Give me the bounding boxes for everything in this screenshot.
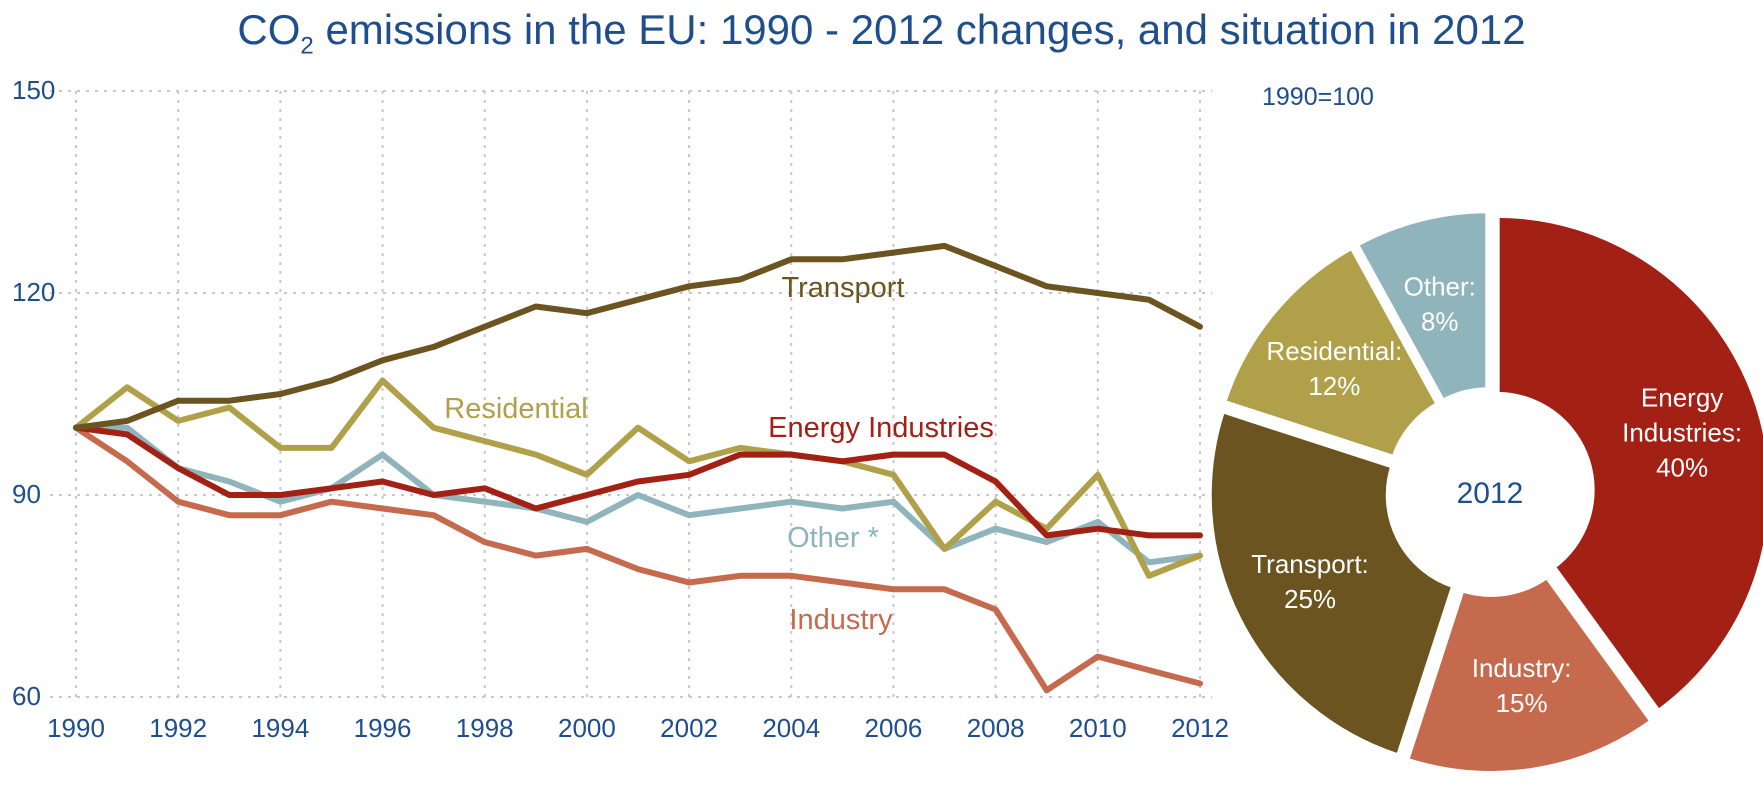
y-tick-label: 90: [12, 479, 41, 509]
pie-slice-label: Transport:: [1251, 549, 1369, 579]
x-tick-label: 2012: [1171, 713, 1229, 743]
pie-slice-value: 8%: [1421, 307, 1459, 337]
x-tick-label: 2002: [660, 713, 718, 743]
x-tick-label: 1998: [456, 713, 514, 743]
donut-hole: [1397, 399, 1583, 585]
donut-center-label: 2012: [1457, 477, 1524, 510]
series-line-transport: [73, 242, 1203, 431]
x-tick-label: 1994: [251, 713, 309, 743]
series-label: Energy Industries: [768, 412, 994, 444]
pie-slice-label: Industries:: [1622, 418, 1742, 448]
series-label: Industry: [789, 604, 893, 636]
pie-slice-label: Other:: [1404, 272, 1476, 302]
title-prefix: CO: [237, 6, 301, 53]
pie-slice: [1205, 406, 1459, 761]
series-line-energy-industries: [73, 424, 1203, 539]
series-line-residential: [73, 377, 1203, 579]
pie-slice-value: 15%: [1496, 688, 1548, 718]
pie-slice: [1219, 242, 1443, 462]
chart-title: CO2 emissions in the EU: 1990 - 2012 cha…: [0, 6, 1763, 60]
x-tick-label: 2004: [762, 713, 820, 743]
series-label: Transport: [781, 272, 904, 304]
x-tick-label: 2006: [865, 713, 923, 743]
x-tick-label: 2008: [967, 713, 1025, 743]
title-suffix: emissions in the EU: 1990 - 2012 changes…: [313, 6, 1526, 53]
pie-slice-value: 25%: [1284, 584, 1336, 614]
pie-slice: [1493, 211, 1763, 717]
series-line-industry: [73, 424, 1203, 694]
pie-slice-value: 12%: [1308, 371, 1360, 401]
pie-slice: [1402, 571, 1657, 777]
y-tick-label: 150: [12, 75, 55, 105]
pie-slice-value: 40%: [1656, 453, 1708, 483]
y-tick-label: 60: [12, 681, 41, 711]
x-tick-label: 1996: [354, 713, 412, 743]
pie-slice-label: Industry:: [1472, 653, 1572, 683]
series-label: Other *: [787, 522, 879, 554]
pie-slice-label: Residential:: [1266, 336, 1402, 366]
pie-slice-label: Energy: [1641, 383, 1723, 413]
title-subscript: 2: [300, 32, 314, 60]
x-tick-label: 2000: [558, 713, 616, 743]
x-tick-label: 1990: [47, 713, 105, 743]
series-label: Residential: [444, 393, 587, 425]
y-tick-label: 120: [12, 277, 55, 307]
index-note: 1990=100: [1262, 83, 1374, 111]
pie-slice: [1351, 207, 1492, 407]
x-tick-label: 2010: [1069, 713, 1127, 743]
x-tick-label: 1992: [149, 713, 207, 743]
